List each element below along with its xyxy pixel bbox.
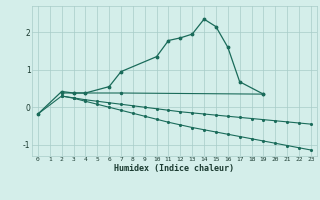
X-axis label: Humidex (Indice chaleur): Humidex (Indice chaleur): [115, 164, 234, 173]
